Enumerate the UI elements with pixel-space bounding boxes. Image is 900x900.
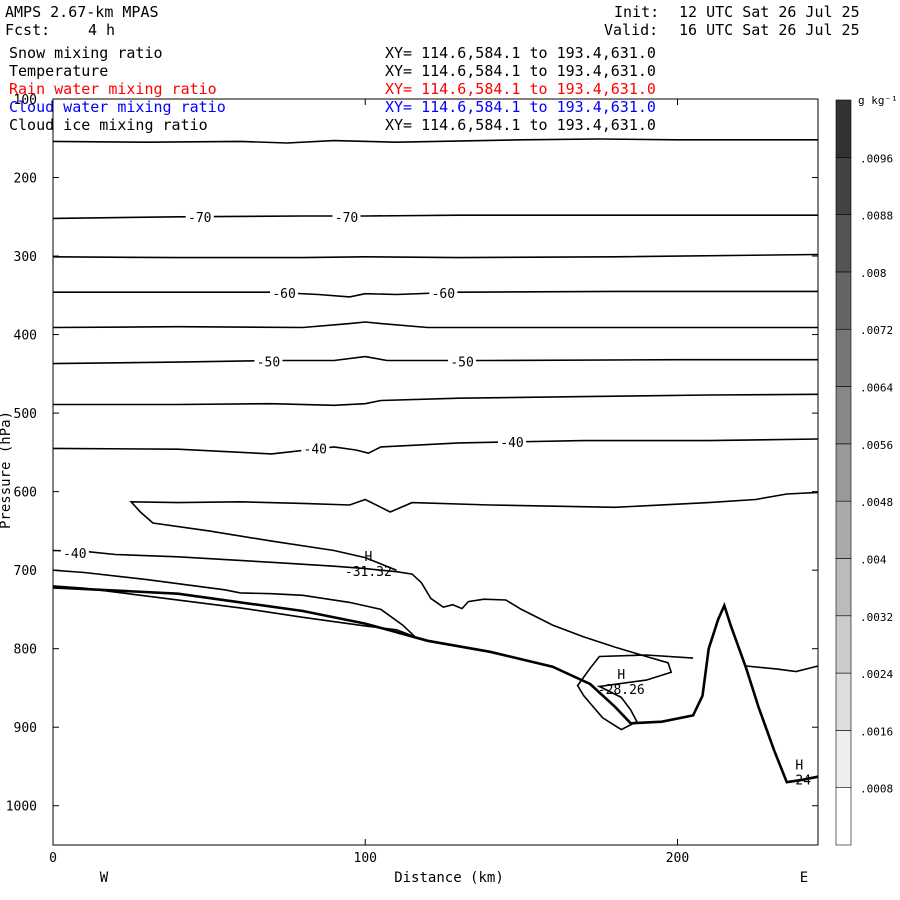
y-tick-label: 100	[14, 93, 37, 108]
x-tick-label: 100	[354, 851, 377, 866]
field-coordinates: XY= 114.6,584.1 to 193.4,631.0	[385, 80, 656, 98]
colorbar-segment	[835, 558, 852, 617]
field-name: Rain water mixing ratio	[9, 80, 217, 98]
colorbar-tick-label: .0056	[860, 439, 893, 452]
terrain-contour-line	[746, 665, 819, 673]
contour-label: -40	[63, 547, 86, 562]
colorbar-segment	[835, 328, 852, 387]
field-name: Cloud water mixing ratio	[9, 98, 226, 116]
init-time: 12 UTC Sat 26 Jul 25	[679, 3, 860, 21]
y-tick-label: 900	[14, 721, 37, 736]
y-tick-label: 300	[14, 250, 37, 265]
contour-label: -70	[335, 211, 358, 226]
model-title: AMPS 2.67-km MPAS	[5, 3, 159, 21]
y-tick-label: 500	[14, 407, 37, 422]
colorbar-tick-label: .0016	[860, 725, 893, 738]
valid-label: Valid:	[604, 21, 659, 39]
colorbar-segment	[835, 730, 852, 788]
colorbar-tick-label: .008	[860, 267, 887, 280]
east-label: E	[800, 870, 808, 886]
contour-label: -70	[188, 211, 211, 226]
y-tick-label: 400	[14, 329, 37, 344]
contour-label: -40	[304, 442, 327, 457]
y-tick-label: 800	[14, 643, 37, 658]
forecast-value: 4 h	[88, 21, 116, 39]
isotherm-line	[52, 138, 818, 144]
colorbar-tick-label: .0032	[860, 611, 893, 624]
y-tick-label: 1000	[6, 800, 37, 815]
maximum-marker: H	[795, 758, 803, 773]
maximum-value: -31.32	[345, 565, 392, 580]
colorbar-segment	[835, 672, 852, 731]
contour-label-bg	[270, 284, 299, 299]
isotherm-line	[52, 355, 818, 365]
field-name: Snow mixing ratio	[9, 44, 163, 62]
forecast-label: Fcst:	[5, 21, 51, 39]
west-label: W	[100, 870, 109, 886]
colorbar-segment	[835, 157, 852, 215]
y-tick-label: 700	[14, 564, 37, 579]
y-tick-label: 200	[14, 172, 37, 187]
isotherm-line	[52, 569, 416, 638]
plot-frame	[52, 98, 819, 846]
colorbar-segment	[835, 443, 852, 502]
x-axis-label: Distance (km)	[394, 870, 504, 886]
colorbar-tick-label: .0088	[860, 210, 893, 223]
colorbar-segment	[835, 500, 852, 559]
colorbar-segment	[835, 99, 852, 158]
colorbar-tick-label: .0024	[860, 668, 893, 681]
field-coordinates: XY= 114.6,584.1 to 193.4,631.0	[385, 116, 656, 134]
maximum-marker: H	[617, 668, 625, 683]
colorbar-tick-label: .0048	[860, 496, 893, 509]
x-tick-label: 200	[666, 851, 689, 866]
maximum-value: -24	[788, 773, 812, 788]
isotherm-line	[53, 393, 819, 407]
y-axis-label: Pressure (hPa)	[0, 411, 14, 529]
colorbar-tick-label: .0064	[860, 382, 893, 395]
field-name: Cloud ice mixing ratio	[9, 116, 208, 134]
colorbar-tick-label: .0096	[860, 152, 893, 165]
contour-label-bg	[301, 440, 330, 455]
isotherm-line	[53, 290, 818, 298]
colorbar-segment	[835, 386, 852, 445]
y-tick-label: 600	[14, 486, 37, 501]
contour-label-bg	[429, 284, 458, 299]
isotherm-line	[52, 438, 819, 455]
colorbar-tick-label: .004	[860, 553, 887, 566]
field-coordinates: XY= 114.6,584.1 to 193.4,631.0	[385, 62, 656, 80]
contour-label: -40	[500, 436, 523, 451]
x-tick-label: 0	[49, 851, 57, 866]
valid-time: 16 UTC Sat 26 Jul 25	[679, 21, 860, 39]
contour-label-bg	[332, 208, 361, 223]
contour-label-bg	[60, 544, 89, 559]
contour-label-bg	[448, 353, 477, 368]
contour-label-bg	[185, 208, 214, 223]
contour-label: -50	[257, 355, 280, 370]
contour-label: -60	[432, 287, 455, 302]
isotherm-line	[52, 214, 818, 220]
terrain-line	[52, 586, 819, 784]
contour-label-bg	[254, 353, 283, 368]
field-coordinates: XY= 114.6,584.1 to 193.4,631.0	[385, 44, 656, 62]
colorbar-segment	[835, 787, 852, 846]
contour-label-bg	[498, 434, 526, 449]
colorbar-unit: g kg⁻¹	[858, 94, 898, 107]
isotherm-line	[129, 491, 819, 571]
field-coordinates: XY= 114.6,584.1 to 193.4,631.0	[385, 98, 656, 116]
isotherm-line	[52, 321, 818, 329]
colorbar-segment	[835, 615, 852, 674]
contour-label: -50	[450, 355, 473, 370]
isotherm-line	[52, 253, 819, 259]
colorbar-segment	[835, 271, 852, 330]
field-name: Temperature	[9, 62, 109, 80]
colorbar-segment	[835, 214, 852, 273]
maximum-value: -28.26	[598, 683, 645, 698]
contour-label: -60	[272, 287, 295, 302]
colorbar-tick-label: .0008	[860, 783, 893, 796]
init-label: Init:	[614, 3, 660, 21]
colorbar-tick-label: .0072	[860, 324, 893, 337]
isotherm-line	[52, 549, 694, 731]
maximum-marker: H	[364, 550, 372, 565]
